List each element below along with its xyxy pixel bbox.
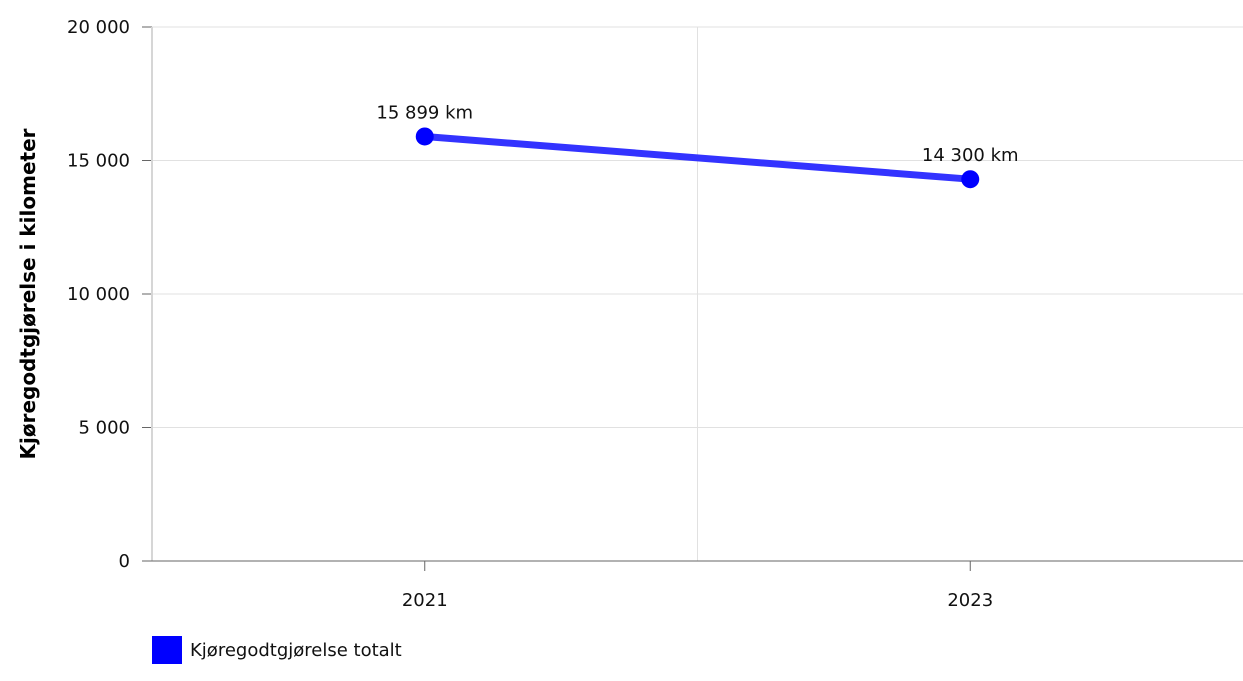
y-tick-label: 10 000 — [67, 284, 130, 305]
labels-layer: 15 899 km 14 300 km — [376, 102, 1018, 166]
y-tick-label: 15 000 — [67, 151, 130, 172]
axes: 0 5 000 10 000 15 000 20 000 2021 2023 Kjøregod… — [16, 17, 1243, 611]
y-tick-label: 0 — [119, 551, 130, 572]
data-label: 14 300 km — [922, 145, 1019, 166]
legend-swatch[interactable] — [152, 636, 182, 664]
y-axis-title: Kjøregodtgjørelse i kilometer — [16, 128, 40, 459]
legend-label[interactable]: Kjøregodtgjørelse totalt — [190, 640, 402, 661]
y-tick-label: 20 000 — [67, 17, 130, 38]
series-layer — [415, 127, 980, 189]
data-label: 15 899 km — [376, 102, 473, 123]
data-point[interactable] — [961, 170, 980, 189]
legend[interactable]: Kjøregodtgjørelse totalt — [152, 636, 402, 664]
x-tick-label: 2021 — [402, 590, 448, 611]
y-tick-label: 5 000 — [78, 418, 130, 439]
data-point[interactable] — [415, 127, 434, 146]
x-tick-label: 2023 — [947, 590, 993, 611]
gridlines — [152, 26, 1243, 561]
series-line — [421, 132, 974, 183]
